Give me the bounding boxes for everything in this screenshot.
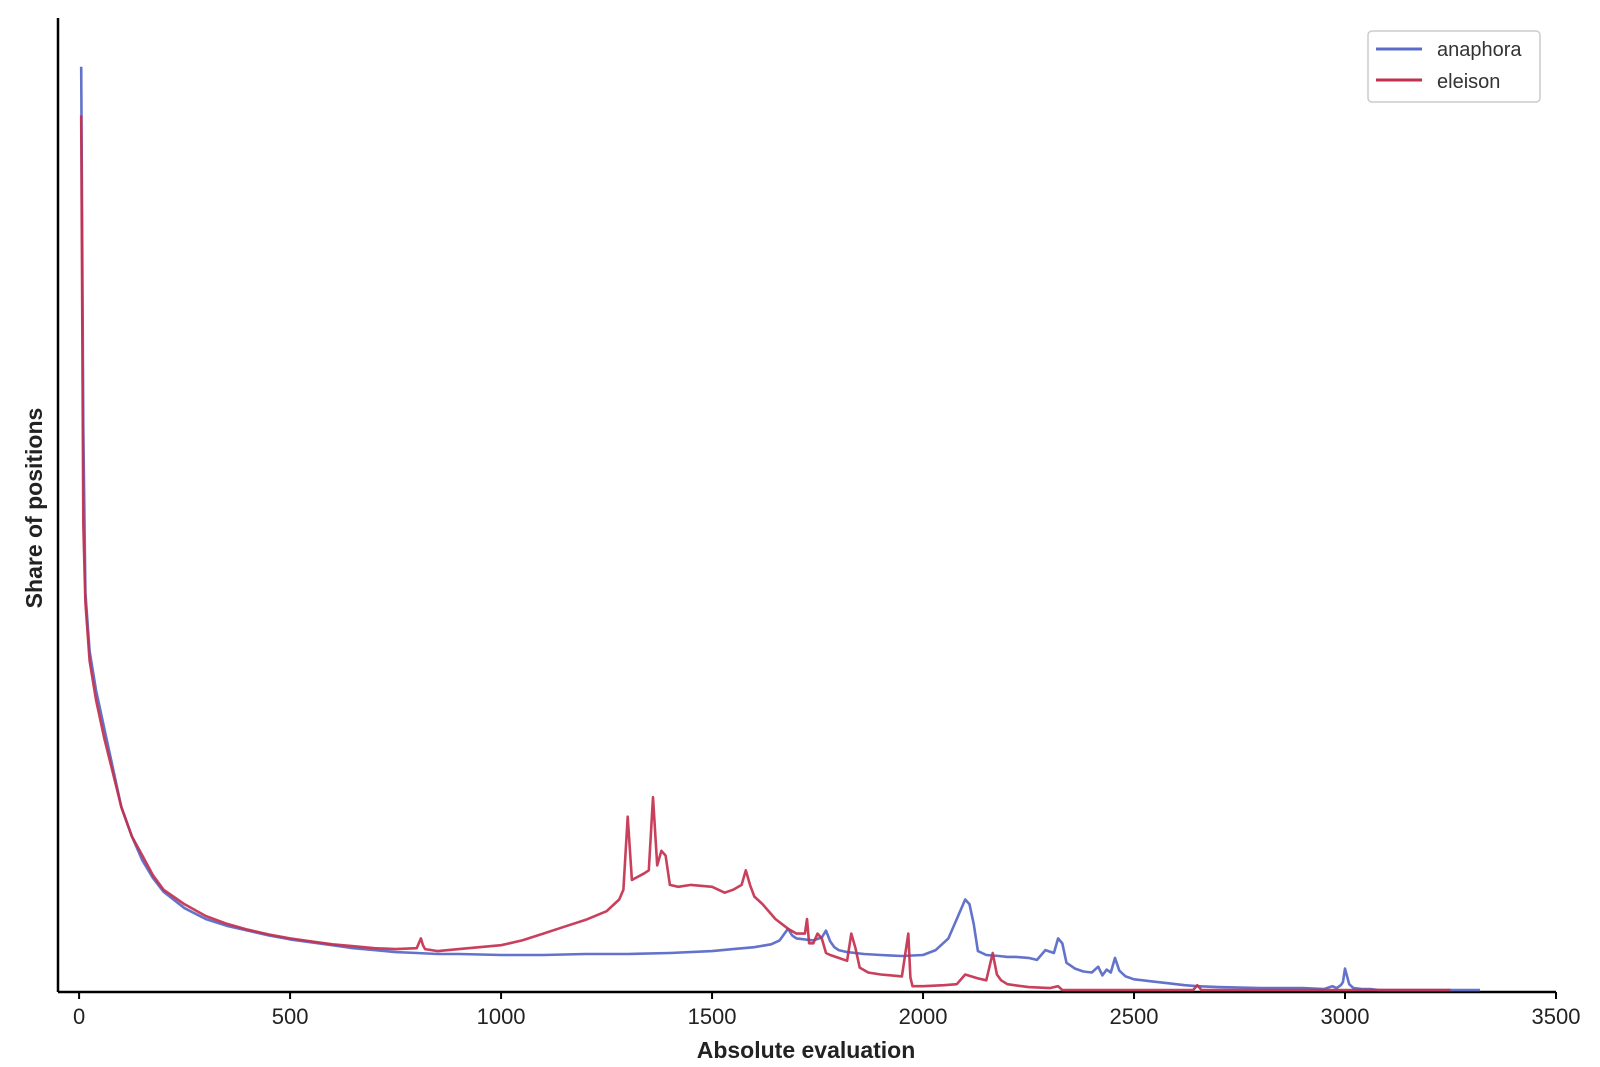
legend-label-anaphora: anaphora <box>1437 39 1522 61</box>
series-group <box>79 66 1480 992</box>
x-tick-label: 2000 <box>899 1004 948 1029</box>
x-tick-label: 1000 <box>477 1004 526 1029</box>
series-line-anaphora <box>79 66 1480 992</box>
legend-label-eleison: eleison <box>1437 71 1500 93</box>
x-tick-label: 0 <box>73 1004 85 1029</box>
x-tick-label: 3500 <box>1532 1004 1581 1029</box>
x-tick-label: 500 <box>272 1004 309 1029</box>
x-tick-label: 2500 <box>1110 1004 1159 1029</box>
x-axis-label: Absolute evaluation <box>697 1037 916 1063</box>
x-tick-label: 3000 <box>1321 1004 1370 1029</box>
y-axis-label: Share of positions <box>21 408 47 609</box>
series-line-eleison <box>79 115 1451 992</box>
x-tick-label: 1500 <box>688 1004 737 1029</box>
x-ticks: 0 500 1000 1500 2000 2500 3000 3500 <box>73 992 1581 1029</box>
axes <box>56 18 1556 994</box>
legend: anaphora eleison <box>1367 30 1541 103</box>
